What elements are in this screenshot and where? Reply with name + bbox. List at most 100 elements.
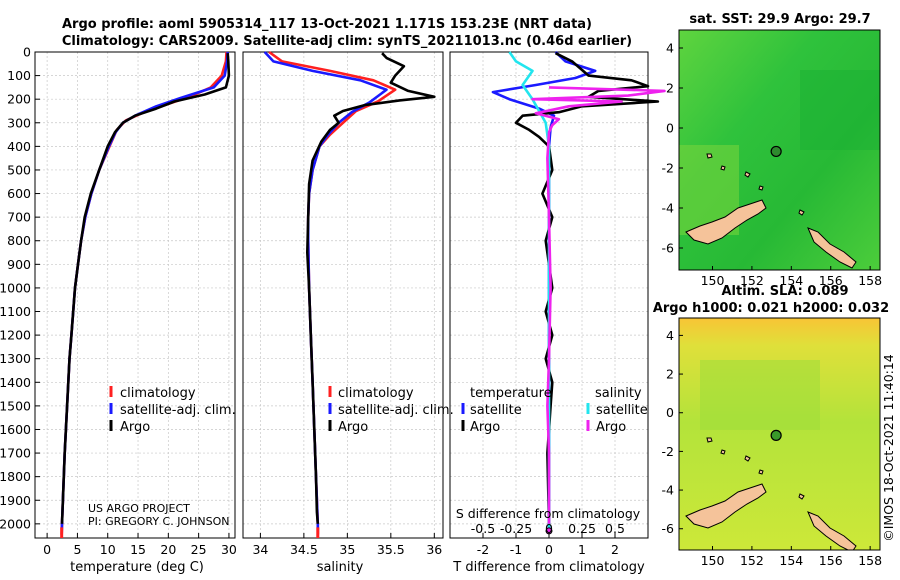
temperature-series-satellite-adj-clim- — [60, 51, 229, 535]
legend-heading-salinity: salinity — [595, 386, 642, 401]
difference-s-tick-label: -0.25 — [500, 521, 532, 536]
difference-x-tick-label: 1 — [578, 542, 586, 557]
pressure-tick-label: 0 — [23, 45, 31, 60]
pressure-tick-label: 300 — [7, 115, 31, 130]
difference-series-salinity-argo — [531, 86, 666, 524]
pressure-tick-label: 500 — [7, 162, 31, 177]
salinity-grid — [243, 51, 443, 538]
difference-x-tick-label: -1 — [510, 542, 522, 557]
sla-lon-tick-label: 158 — [858, 553, 882, 568]
salinity-x-tick-label: 34.5 — [290, 542, 318, 557]
sla-lon-tick-label: 152 — [740, 553, 764, 568]
sst-map-title: sat. SST: 29.9 Argo: 29.7 — [689, 12, 870, 27]
sst-lat-tick-label: 4 — [666, 41, 674, 56]
temperature-x-ticks: 0 5 10 15 20 25 30 — [43, 533, 237, 557]
salinity-legend: climatology satellite-adj. clim. Argo — [328, 386, 454, 435]
sla-lon-tick-label: 156 — [819, 553, 843, 568]
sla-map-panel: Altim. SLA: 0.089 Argo h1000: 0.021 h200… — [653, 284, 889, 568]
sst-lat-tick-label: -2 — [662, 161, 674, 176]
temperature-series-climatology — [60, 51, 228, 535]
sla-land-new-guinea — [685, 483, 767, 529]
salinity-series-argo — [306, 52, 436, 524]
sst-lon-tick-label: 158 — [858, 273, 882, 288]
pressure-tick-label: 600 — [7, 186, 31, 201]
sla-lat-tick-label: -2 — [662, 444, 674, 459]
legend-label-argo: Argo — [338, 420, 368, 435]
difference-s-label: S difference from climatology — [456, 506, 641, 521]
difference-legend-salinity: salinity satellite Argo — [586, 386, 648, 435]
difference-series-temperature-satellite — [491, 51, 597, 534]
sst-lon-tick-label: 154 — [779, 273, 803, 288]
figure-title-line1: Argo profile: aoml 5905314_117 13-Oct-20… — [62, 17, 592, 32]
difference-x-tick-label: -2 — [477, 542, 489, 557]
sst-lat-tick-label: -6 — [662, 241, 675, 256]
difference-series — [491, 51, 666, 535]
pressure-tick-label: 1600 — [0, 422, 31, 437]
sla-argo-marker — [770, 429, 782, 441]
temperature-x-tick-label: 0 — [43, 542, 51, 557]
sst-lon-tick-label: 150 — [701, 273, 725, 288]
salinity-panel: 34 34.5 35 35.5 36 salinity climatology sate… — [242, 50, 454, 575]
salinity-axes-frame — [242, 51, 444, 539]
temperature-y-ticks: 0 100 200 300 400 500 600 700 800 900 1000 1100 1200… — [0, 45, 40, 531]
temperature-series — [60, 51, 231, 538]
sst-land-new-ireland — [807, 227, 857, 269]
pressure-tick-label: 1500 — [0, 398, 31, 413]
sst-lat-tick-label: 0 — [666, 121, 674, 136]
sla-lat-tick-label: -6 — [662, 521, 675, 536]
temperature-axes-frame — [34, 51, 236, 539]
sst-argo-marker — [770, 145, 782, 158]
legend-label-climatology: climatology — [120, 386, 196, 401]
imos-timestamp: ©IMOS 18-Oct-2021 11:40:14 — [881, 354, 896, 542]
difference-x-tick-label: 0 — [545, 542, 553, 557]
sla-lon-tick-label: 154 — [779, 553, 803, 568]
legend-label-satellite-adj: satellite-adj. clim. — [338, 403, 454, 418]
pressure-tick-label: 2000 — [0, 516, 31, 531]
pressure-tick-label: 100 — [7, 68, 31, 83]
legend-label-climatology: climatology — [338, 386, 414, 401]
difference-s-ticks: -0.5 -0.25 0 0.25 0.5 — [471, 521, 625, 536]
difference-s-tick-label: -0.5 — [471, 521, 495, 536]
pressure-tick-label: 1700 — [0, 446, 31, 461]
salinity-x-tick-label: 34 — [252, 542, 268, 557]
pressure-tick-label: 1300 — [0, 351, 31, 366]
figure-title-line2: Climatology: CARS2009. Satellite-adj cli… — [62, 34, 632, 49]
difference-t-ticks: -2 -1 0 1 2 — [477, 533, 619, 557]
temperature-x-tick-label: 30 — [221, 542, 237, 557]
temperature-x-label: temperature (deg C) — [70, 560, 204, 575]
sst-map-frame — [678, 29, 881, 271]
sla-map-title: Altim. SLA: 0.089 — [722, 284, 849, 299]
legend-label-t-argo: Argo — [470, 420, 500, 435]
legend-label-satellite-adj: satellite-adj. clim. — [120, 403, 236, 418]
difference-s-tick-label: 0.5 — [605, 521, 625, 536]
difference-panel: -2 -1 0 1 2 -0.5 -0.25 0 0.25 0.5 T difference f… — [449, 51, 666, 575]
sla-land-new-ireland — [807, 511, 857, 550]
sla-lat-tick-label: 2 — [666, 367, 674, 382]
sla-lat-tick-label: 0 — [666, 405, 674, 420]
difference-x-tick-label: 2 — [611, 542, 619, 557]
temperature-x-tick-label: 20 — [160, 542, 176, 557]
temperature-x-tick-label: 10 — [100, 542, 116, 557]
pressure-tick-label: 1900 — [0, 493, 31, 508]
sla-lon-tick-label: 150 — [701, 553, 725, 568]
temperature-x-tick-label: 25 — [191, 542, 207, 557]
salinity-x-tick-label: 35 — [339, 542, 355, 557]
pressure-tick-label: 1800 — [0, 469, 31, 484]
sst-map-ticks: 150 152 154 156 158 4 2 0 -2 -4 -6 — [662, 41, 883, 289]
sla-green-patch — [700, 360, 820, 430]
pressure-tick-label: 1400 — [0, 375, 31, 390]
pressure-tick-label: 700 — [7, 210, 31, 225]
salinity-series — [263, 50, 436, 538]
sst-land-islands — [706, 153, 805, 216]
sst-lat-tick-label: 2 — [666, 81, 674, 96]
sst-lat-tick-label: -4 — [662, 201, 675, 216]
difference-s-tick-label: 0.25 — [568, 521, 596, 536]
sst-warm-patch — [800, 70, 880, 150]
pressure-tick-label: 400 — [7, 139, 31, 154]
salinity-x-tick-label: 36 — [426, 542, 442, 557]
legend-label-t-satellite: satellite — [470, 403, 522, 418]
pressure-tick-label: 900 — [7, 257, 31, 272]
difference-legend-temperature: temperature satellite Argo — [461, 386, 552, 435]
legend-label-argo: Argo — [120, 420, 150, 435]
